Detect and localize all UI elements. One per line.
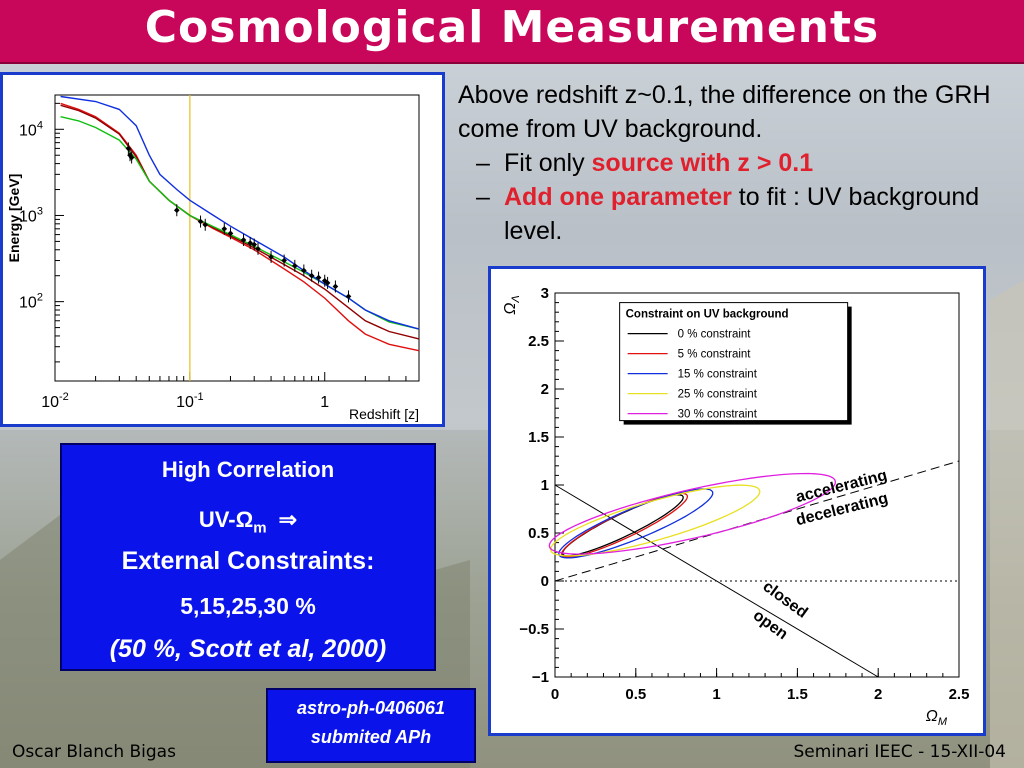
bullet-add-parameter: – Add one parameter to fit : UV backgrou… — [458, 180, 1018, 248]
bullet-highlight: source with z > 0.1 — [591, 149, 814, 177]
legend-entry: 15 % constraint — [678, 369, 758, 381]
energy-redshift-chart: 10-2 10-1 1 102 103 104 Redshift [z] Energy [Ge… — [6, 94, 420, 422]
data-point — [227, 230, 234, 237]
x-axis-title: ΩM — [926, 708, 948, 728]
legend-entry: 30 % constraint — [678, 409, 758, 421]
omega-contour-chart-frame: 0 0.5 1 1.5 2 2.5 −1 −0.5 0 0.5 1 1.5 2 2.5 3 ΩM ΩΛ accel… — [488, 266, 986, 736]
data-point — [268, 254, 274, 260]
x-tick-label: 1 — [712, 686, 720, 703]
arxiv-id: astro-ph-0406061 — [296, 698, 446, 718]
uv-omega-text: UV-Ω — [198, 507, 254, 532]
correlation-heading: High Correlation — [161, 457, 335, 482]
data-point — [128, 154, 135, 161]
legend-entry: 5 % constraint — [678, 349, 752, 361]
x-tick-label: 10-1 — [176, 391, 204, 411]
y-tick-label: 1 — [541, 477, 549, 494]
y-tick-label: 2.5 — [528, 333, 549, 350]
x-tick-label: 1 — [320, 394, 329, 411]
x-tick-label: 10-2 — [41, 391, 69, 411]
x-tick-label: 0.5 — [625, 686, 646, 703]
y-tick-label: 102 — [19, 292, 43, 312]
explanation-text: Above redshift z~0.1, the difference on … — [458, 78, 1018, 248]
y-tick-label: 0.5 — [528, 525, 549, 542]
x-axis-title: Redshift [z] — [349, 406, 419, 422]
footer-event: Seminari IEEC - 15-XII-04 — [793, 742, 1006, 762]
bullet-dash: – — [476, 183, 490, 211]
legend-entry: 25 % constraint — [678, 389, 758, 401]
y-tick-label: −0.5 — [519, 621, 549, 638]
data-point — [202, 221, 209, 228]
submission-status: submited APh — [310, 727, 432, 747]
intro-text: Above redshift z~0.1, the difference on … — [458, 81, 991, 143]
legend-entry: 0 % constraint — [678, 329, 752, 341]
bullet-text: Fit only — [504, 149, 592, 177]
implies-arrow-icon: ⇒ — [278, 507, 298, 532]
x-tick-label: 0 — [551, 686, 559, 703]
grh-curve — [60, 102, 420, 352]
data-point — [281, 257, 287, 264]
bullet-highlight: Add one parameter — [504, 183, 732, 211]
data-point — [315, 274, 322, 281]
footer-author: Oscar Blanch Bigas — [12, 742, 176, 762]
omega-contour-chart: 0 0.5 1 1.5 2 2.5−1−0.500.511.522.53ΩMΩΛaccel… — [502, 285, 970, 728]
data-point — [173, 207, 180, 214]
y-tick-label: 103 — [19, 205, 43, 225]
x-tick-label: 2.5 — [949, 686, 970, 703]
energy-redshift-chart-frame: 10-2 10-1 1 102 103 104 Redshift [z] Energy [Ge… — [0, 72, 445, 427]
confidence-contour — [558, 488, 714, 559]
bullet-text: to fit : UV background level. — [504, 183, 980, 245]
data-point — [324, 280, 331, 286]
x-tick-label: 2 — [874, 686, 882, 703]
data-point — [332, 283, 339, 290]
y-axis-title: ΩΛ — [502, 295, 522, 315]
uv-omega-line: UV-Ωm ⇒ — [62, 507, 434, 536]
x-tick-label: 1.5 — [787, 686, 808, 703]
grh-curve — [60, 104, 420, 340]
omega-subscript: m — [253, 519, 267, 537]
confidence-contour — [550, 484, 761, 557]
y-tick-label: 1.5 — [528, 429, 549, 446]
legend-title: Constraint on UV background — [626, 309, 789, 321]
correlation-box: High Correlation UV-Ωm ⇒ External Constr… — [60, 443, 436, 671]
data-point — [345, 293, 352, 300]
paper-reference-box: astro-ph-0406061 submited APh — [266, 688, 476, 763]
grh-curve — [60, 95, 420, 330]
data-point — [308, 272, 315, 279]
data-point — [197, 218, 204, 225]
scott-reference: (50 %, Scott et al, 2000) — [109, 635, 387, 663]
external-constraints-label: External Constraints: — [121, 547, 375, 575]
y-tick-label: −1 — [532, 669, 549, 686]
y-tick-label: 104 — [19, 119, 43, 139]
y-tick-label: 2 — [541, 381, 549, 398]
data-point — [255, 246, 261, 252]
data-point — [251, 241, 258, 248]
data-point — [291, 263, 298, 269]
data-point — [301, 267, 307, 274]
y-tick-label: 0 — [541, 573, 549, 590]
constraints-values: 5,15,25,30 % — [180, 593, 316, 619]
legend-box — [619, 302, 849, 422]
y-axis-title: Energy [GeV] — [6, 174, 22, 263]
data-point — [240, 237, 247, 243]
data-point — [221, 225, 228, 232]
y-tick-label: 3 — [541, 285, 549, 302]
bullet-fit-only: – Fit only source with z > 0.1 — [458, 146, 1018, 180]
title-bar: Cosmological Measurements — [0, 0, 1024, 64]
slide-title: Cosmological Measurements — [144, 2, 880, 53]
confidence-contour — [548, 472, 837, 555]
bullet-dash: – — [476, 149, 490, 177]
